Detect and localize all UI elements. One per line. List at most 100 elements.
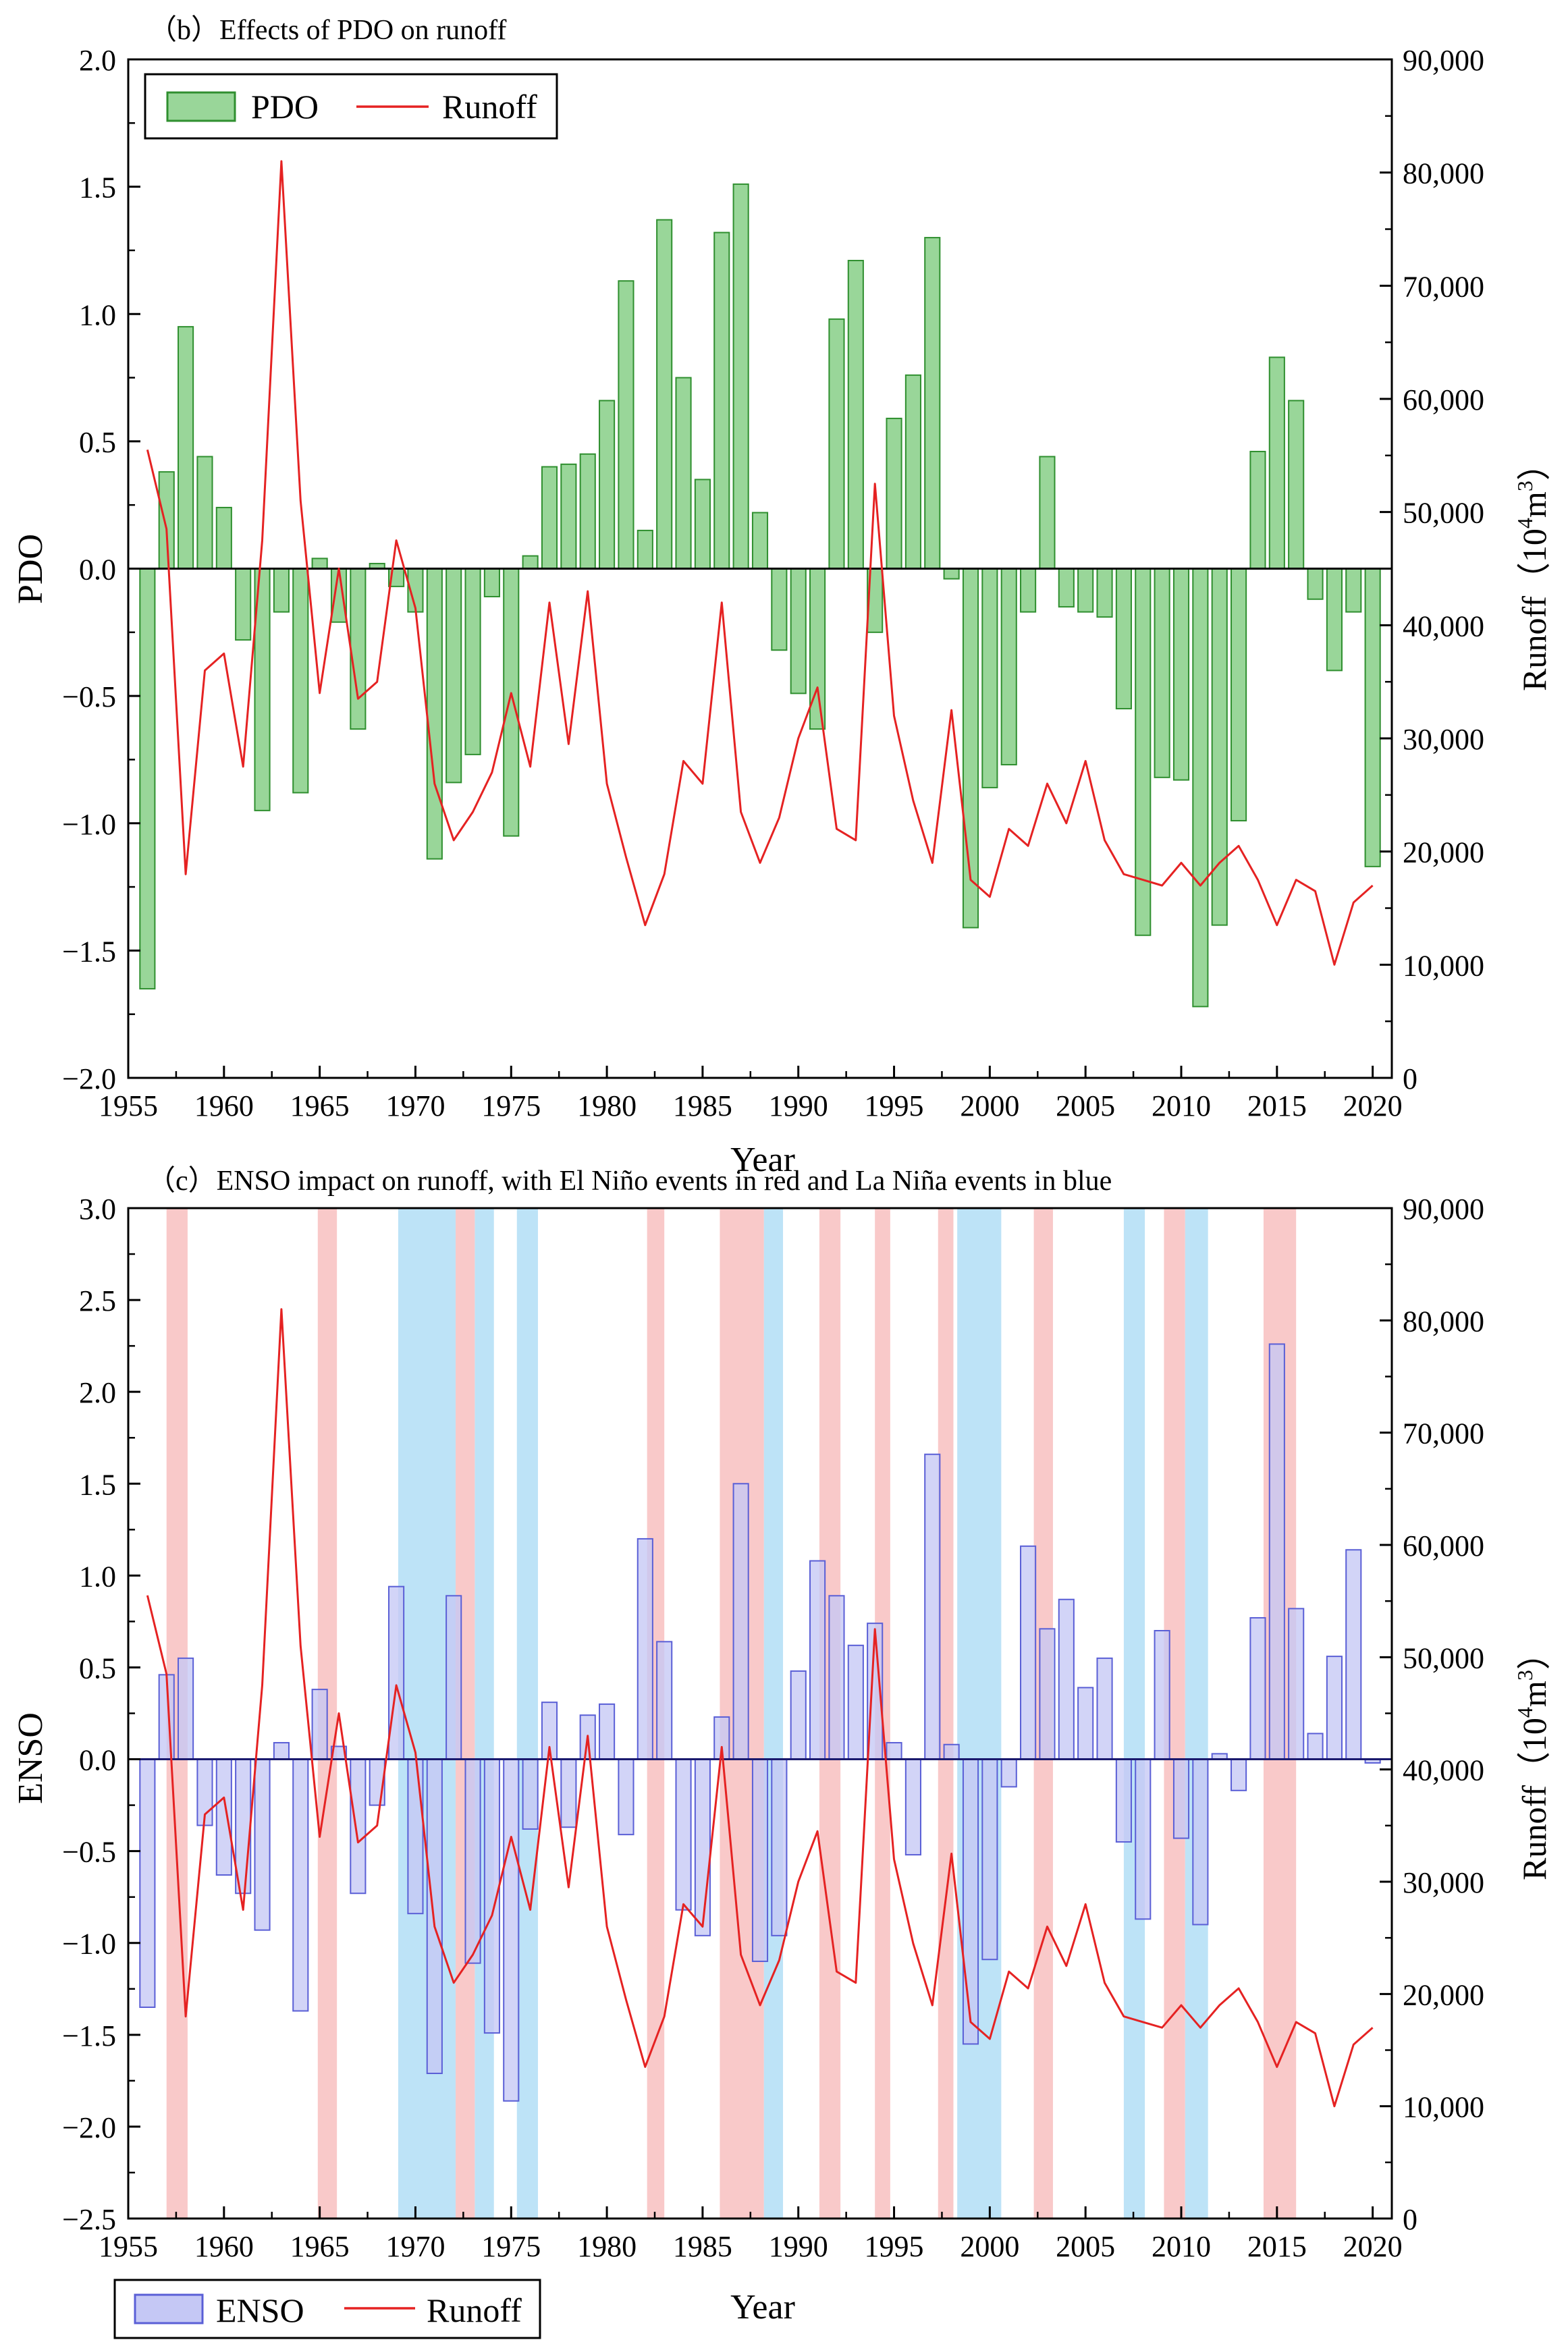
panel-b-pdo-bars [139, 183, 1381, 1008]
pdo-bar-2017 [1307, 568, 1324, 600]
panel-c-enso-chart: 3.0 2.5 2.0 1.5 1.0 0.5 0.0 −0.5 −1.0 −1.5 −2.0 −2.… [11, 1166, 1553, 2339]
b-y2-tick-label: 70,000 [1403, 270, 1484, 303]
pdo-bar-1995 [886, 417, 902, 570]
pdo-bar-2009 [1154, 568, 1170, 778]
enso-bar-2008 [1135, 1758, 1152, 1920]
enso-bar-1971 [426, 1758, 443, 2074]
panel-b-title: （b）Effects of PDO on runoff [148, 15, 506, 46]
c-y-tick-label: 1.0 [79, 1560, 116, 1593]
b-y-tick-label: −1.5 [62, 935, 116, 968]
panel-c-y2-unit-open: （ [1515, 1751, 1553, 1785]
pdo-bar-2018 [1326, 568, 1343, 672]
panel-b-legend: PDO Runoff [144, 73, 558, 140]
c-y2-tick-label: 20,000 [1403, 1978, 1484, 2011]
panel-c-y2-axis-label: Runoff（104m3） [1513, 1636, 1553, 1880]
enso-bar-1996 [904, 1758, 921, 1856]
b-x-tick-label: 1955 [99, 1089, 158, 1122]
panel-c-y2-unit-m-exp: 3 [1513, 1670, 1537, 1681]
c-y-tick-label: −1.5 [62, 2019, 116, 2052]
pdo-bar-1977 [541, 466, 558, 570]
pdo-bar-1975 [503, 568, 520, 837]
panel-b-y2-unit-exp: 4 [1513, 518, 1537, 528]
panel-c-legend-runoff-label: Runoff [427, 2291, 522, 2329]
c-y-tick-label: 3.0 [79, 1193, 116, 1226]
panel-b-legend-pdo-label: PDO [251, 88, 319, 126]
pdo-bar-1992 [828, 318, 845, 570]
panel-c-y-axis-label: ENSO [11, 1712, 50, 1804]
pdo-bar-1959 [196, 456, 213, 570]
c-y2-tick-label: 10,000 [1403, 2091, 1484, 2124]
enso-bar-1973 [464, 1758, 481, 1964]
c-x-tick-label: 1965 [290, 2230, 350, 2263]
enso-bar-1990 [790, 1670, 807, 1760]
pdo-bar-1974 [483, 568, 500, 597]
pdo-bar-1964 [292, 568, 309, 794]
c-y-tick-label: 0.5 [79, 1652, 116, 1685]
enso-bar-1981 [618, 1758, 634, 1836]
pdo-bar-1973 [464, 568, 481, 755]
b-x-tick-label: 2005 [1056, 1089, 1115, 1122]
pdo-bar-1985 [694, 479, 711, 570]
pdo-bar-2016 [1288, 400, 1305, 570]
enso-bar-1984 [675, 1758, 692, 1911]
la-nina-band-3 [516, 1208, 538, 2219]
enso-bar-2002 [1020, 1545, 1037, 1760]
enso-bar-1958 [178, 1657, 194, 1760]
pdo-bar-1982 [637, 529, 653, 570]
panel-b-y2-unit-m-exp: 3 [1513, 481, 1537, 491]
pdo-bar-1979 [579, 453, 596, 570]
c-x-tick-label: 2010 [1152, 2230, 1211, 2263]
b-y2-tick-label: 50,000 [1403, 497, 1484, 530]
b-x-tick-label: 1965 [290, 1089, 350, 1122]
enso-bar-2016 [1288, 1608, 1305, 1760]
enso-bar-2007 [1115, 1758, 1132, 1843]
b-x-tick-label: 2000 [960, 1089, 1019, 1122]
pdo-bar-1966 [330, 568, 348, 623]
pdo-bar-2000 [981, 568, 998, 788]
b-y-tick-label: −0.5 [62, 680, 116, 713]
enso-bar-1999 [962, 1758, 979, 2045]
b-x-tick-label: 1980 [577, 1089, 637, 1122]
enso-bar-2014 [1249, 1616, 1266, 1760]
enso-bar-1967 [350, 1758, 367, 1895]
panel-b-runoff-line-group [146, 160, 1374, 966]
b-y-tick-label: −2.0 [62, 1062, 116, 1095]
b-y2-tick-label: 80,000 [1403, 157, 1484, 190]
pdo-bar-1991 [809, 568, 826, 730]
panel-b-y2-unit-close: ） [1515, 447, 1553, 481]
c-y2-tick-label: 70,000 [1403, 1417, 1484, 1450]
enso-bar-2010 [1172, 1758, 1190, 1839]
pdo-bar-2019 [1345, 568, 1362, 613]
b-y2-tick-label: 40,000 [1403, 609, 1484, 643]
c-y2-tick-label: 40,000 [1403, 1754, 1484, 1787]
enso-bar-2001 [1000, 1758, 1017, 1788]
b-x-tick-label: 2020 [1343, 1089, 1403, 1122]
c-y2-tick-label: 90,000 [1403, 1193, 1484, 1226]
runoff-line-c [146, 1308, 1374, 2108]
pdo-bar-2011 [1192, 568, 1209, 1008]
enso-bar-2013 [1231, 1758, 1247, 1791]
c-x-tick-label: 2015 [1247, 2230, 1307, 2263]
pdo-bar-1960 [215, 506, 232, 570]
c-x-tick-label: 1990 [769, 2230, 828, 2263]
enso-bar-2015 [1268, 1343, 1285, 1760]
enso-bar-2009 [1154, 1630, 1170, 1760]
enso-bar-2004 [1058, 1598, 1075, 1760]
pdo-bar-1984 [675, 377, 692, 570]
c-y-tick-label: −2.5 [62, 2203, 116, 2236]
panel-c-legend-enso-swatch [134, 2293, 204, 2324]
enso-bar-2006 [1096, 1657, 1113, 1760]
panel-b-pdo-chart: 2.0 1.5 1.0 0.5 0.0 −0.5 −1.0 −1.5 −2.0 90,000 80,… [11, 15, 1553, 1179]
panel-c-x-axis-label: Year [730, 2288, 795, 2327]
pdo-bar-1958 [178, 326, 194, 570]
c-y-tick-label: 2.0 [79, 1376, 116, 1409]
panel-c-y2-unit-close: ） [1515, 1636, 1553, 1670]
c-y2-tick-label: 60,000 [1403, 1529, 1484, 1562]
la-nina-band-6 [1123, 1208, 1145, 2219]
panel-b-y2-axis-label: Runoff（104m3） [1513, 447, 1553, 691]
b-y2-tick-label: 0 [1403, 1062, 1417, 1095]
b-x-tick-label: 1985 [673, 1089, 732, 1122]
panel-c-title: （c）ENSO impact on runoff, with El Niño e… [147, 1166, 1112, 1197]
c-y-tick-label: −2.0 [62, 2111, 116, 2144]
la-nina-band-5 [957, 1208, 1002, 2219]
